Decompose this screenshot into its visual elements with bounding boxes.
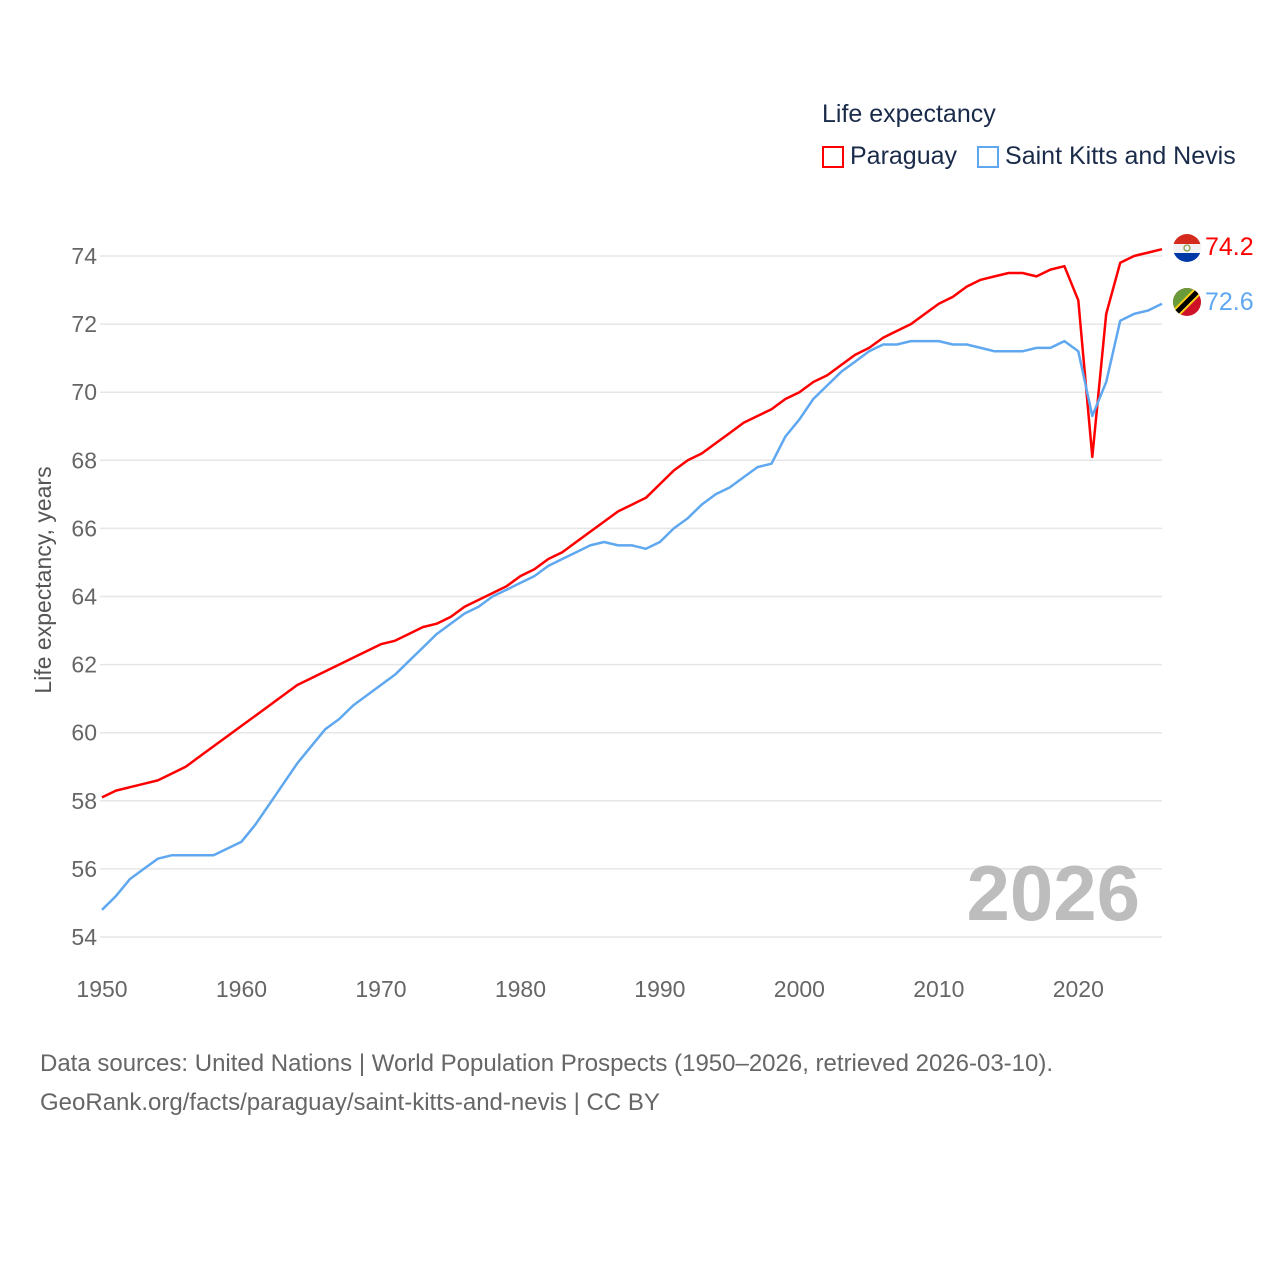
legend: Paraguay Saint Kitts and Nevis xyxy=(822,142,1236,171)
x-tick-label: 1980 xyxy=(495,976,546,1002)
y-tick-label: 74 xyxy=(71,243,97,269)
y-tick-label: 68 xyxy=(71,447,97,473)
footer: Data sources: United Nations | World Pop… xyxy=(40,1044,1053,1122)
series-line-paraguay xyxy=(101,247,1163,799)
legend-item-saint-kitts[interactable]: Saint Kitts and Nevis xyxy=(977,142,1236,171)
legend-title: Life expectancy xyxy=(822,100,996,128)
x-tick-label: 2000 xyxy=(774,976,825,1002)
line-chart: 54 56 58 60 62 64 66 68 70 72 74 1950 1960 1970 1980 1… xyxy=(30,233,1254,1002)
year-watermark: 2026 xyxy=(966,849,1140,937)
x-tick-label: 1950 xyxy=(76,976,127,1002)
y-axis-label: Life expectancy, years xyxy=(30,466,56,693)
paraguay-flag-icon xyxy=(1173,234,1201,262)
paraguay-end-label: 74.2 xyxy=(1205,233,1254,261)
legend-swatch-paraguay xyxy=(822,145,844,168)
x-tick-label: 1960 xyxy=(216,976,267,1002)
x-tick-label: 1990 xyxy=(634,976,685,1002)
y-tick-label: 58 xyxy=(71,788,97,814)
legend-label-saint-kitts: Saint Kitts and Nevis xyxy=(1005,142,1236,170)
y-tick-label: 60 xyxy=(71,720,97,746)
saint-kitts-flag-icon xyxy=(1173,288,1201,316)
y-tick-label: 66 xyxy=(71,515,97,541)
saint-kitts-end-label: 72.6 xyxy=(1205,288,1254,316)
y-tick-label: 54 xyxy=(71,924,97,950)
data-source-text: Data sources: United Nations | World Pop… xyxy=(40,1050,1054,1077)
legend-label-paraguay: Paraguay xyxy=(850,142,958,170)
y-tick-label: 62 xyxy=(71,652,97,678)
y-tick-label: 64 xyxy=(71,584,97,610)
x-tick-label: 2010 xyxy=(913,976,964,1002)
y-tick-label: 70 xyxy=(71,379,97,405)
x-tick-label: 2020 xyxy=(1053,976,1104,1002)
source-link[interactable]: GeoRank.org/facts/paraguay/saint-kitts-a… xyxy=(40,1089,660,1116)
x-tick-label: 1970 xyxy=(355,976,406,1002)
y-tick-label: 72 xyxy=(71,311,97,337)
legend-item-paraguay[interactable]: Paraguay xyxy=(822,142,957,171)
legend-swatch-saint-kitts xyxy=(977,145,1000,168)
series-line-saint-kitts xyxy=(101,302,1163,911)
y-tick-label: 56 xyxy=(71,856,97,882)
